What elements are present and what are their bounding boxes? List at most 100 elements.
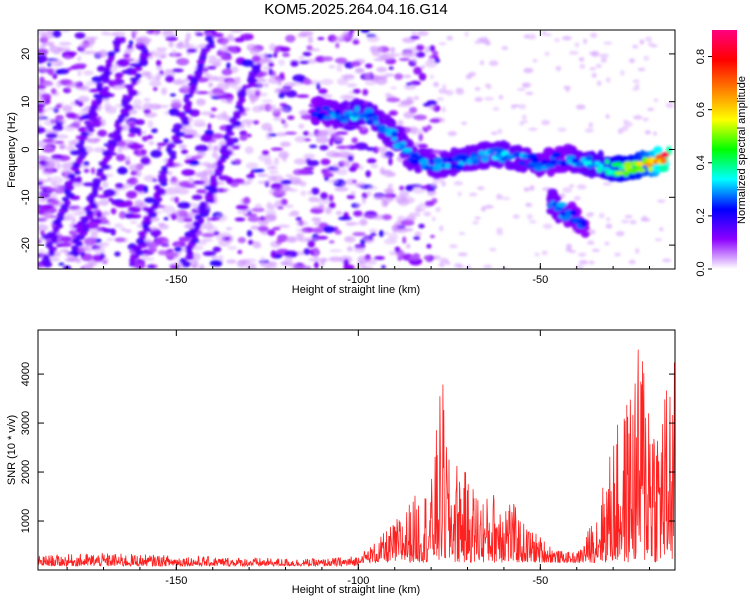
heatmap-cell <box>257 225 269 232</box>
heatmap-ridge-layer <box>307 97 672 238</box>
heatmap-cell <box>196 189 207 194</box>
heatmap-cell <box>562 35 572 41</box>
heatmap-cell <box>133 179 139 184</box>
heatmap-cell <box>365 63 373 69</box>
heatmap-cell <box>347 156 354 162</box>
heatmap-cell <box>147 120 154 129</box>
heatmap-cell <box>232 145 241 150</box>
heatmap-cell <box>83 237 97 246</box>
heatmap-cell <box>369 45 383 54</box>
heatmap-cell <box>394 246 401 253</box>
heatmap-cell <box>605 77 611 83</box>
heatmap-cell <box>237 237 246 244</box>
colorbar-tick-label: 0.6 <box>695 102 707 117</box>
heatmap-cell <box>628 58 636 64</box>
heatmap-cell <box>379 166 386 175</box>
heatmap-cell <box>415 205 422 213</box>
heatmap-cell <box>492 106 500 111</box>
heatmap-cell <box>261 99 273 103</box>
heatmap-cell <box>274 157 279 161</box>
heatmap-cell <box>218 239 231 247</box>
heatmap-cell <box>381 214 392 221</box>
heatmap-cell <box>139 37 152 44</box>
heatmap-cell <box>278 107 290 113</box>
heatmap-cell <box>332 36 346 42</box>
heatmap-cell <box>124 155 131 163</box>
heatmap-cell <box>353 210 363 217</box>
heatmap-cell <box>544 51 550 57</box>
heatmap-cell <box>260 59 274 63</box>
heatmap-cell <box>358 164 364 171</box>
heatmap-cell <box>381 265 386 269</box>
heatmap-cell <box>244 146 254 155</box>
heatmap-cell <box>83 263 95 269</box>
heatmap-cell <box>137 230 147 237</box>
heatmap-cell <box>391 136 398 142</box>
heatmap-cell <box>100 216 107 224</box>
heatmap-cell <box>135 238 145 245</box>
heatmap-cell <box>660 157 668 164</box>
heatmap-cell <box>85 124 95 129</box>
heatmap-cell <box>166 248 174 253</box>
heatmap-cell <box>43 254 50 259</box>
heatmap-cell <box>522 83 529 87</box>
heatmap-cell <box>42 41 52 46</box>
heatmap-cell <box>118 211 127 219</box>
heatmap-cell <box>155 59 162 67</box>
heatmap-cell <box>239 88 247 93</box>
heatmap-cell <box>119 166 125 174</box>
heatmap-cell <box>237 249 243 255</box>
heatmap-cell <box>658 227 664 232</box>
heatmap-cell <box>247 239 254 245</box>
heatmap-cell <box>61 196 69 202</box>
heatmap-cell <box>257 180 272 184</box>
heatmap-cell <box>541 30 547 36</box>
heatmap-cell <box>277 87 291 93</box>
heatmap-cell <box>283 262 296 267</box>
heatmap-cell <box>50 176 64 185</box>
heatmap-cell <box>319 144 329 151</box>
heatmap-cell <box>115 183 124 189</box>
heatmap-cell <box>199 201 207 207</box>
heatmap-cell <box>501 196 511 201</box>
heatmap-cell <box>272 175 284 183</box>
heatmap-cell <box>519 160 526 166</box>
heatmap-cell <box>149 30 155 35</box>
heatmap-cell <box>320 94 333 99</box>
heatmap-cell <box>311 187 320 195</box>
heatmap-cell <box>352 231 366 237</box>
heatmap-cell <box>176 188 190 195</box>
heatmap-cell <box>352 88 361 94</box>
heatmap-cell <box>298 123 305 130</box>
heatmap-cell <box>320 192 328 200</box>
heatmap-cell <box>579 63 586 70</box>
heatmap-cell <box>354 105 360 113</box>
heatmap-cell <box>42 138 55 143</box>
heatmap-cell <box>180 86 190 90</box>
heatmap-cell <box>308 132 314 138</box>
heatmap-cell <box>147 247 158 253</box>
y-tick-label: 4000 <box>20 362 32 386</box>
heatmap-cell <box>617 128 624 135</box>
snr-panel: -150 -100 -50 1000 2000 3000 4000 Height of s… <box>6 329 676 596</box>
heatmap-cell <box>226 79 233 85</box>
heatmap-cell <box>341 182 346 187</box>
heatmap-cell <box>136 190 146 195</box>
heatmap-cell <box>265 213 277 221</box>
heatmap-cell <box>346 194 356 200</box>
heatmap-cell <box>179 144 187 149</box>
colorbar-ticks: 0.0 0.2 0.4 0.6 0.8 <box>695 49 712 277</box>
heatmap-cell <box>73 63 87 68</box>
heatmap-cell <box>360 30 370 33</box>
heatmap-cell <box>270 240 281 248</box>
heatmap-cell <box>129 77 140 82</box>
heatmap-cell <box>100 253 105 260</box>
heatmap-cell <box>135 164 145 170</box>
heatmap-cell <box>208 58 222 65</box>
heatmap-cell <box>56 212 65 217</box>
heatmap-cell <box>399 190 410 198</box>
heatmap-cell <box>67 81 81 87</box>
heatmap-cell <box>38 123 42 128</box>
heatmap-cell <box>364 72 372 81</box>
heatmap-cell <box>312 227 324 234</box>
